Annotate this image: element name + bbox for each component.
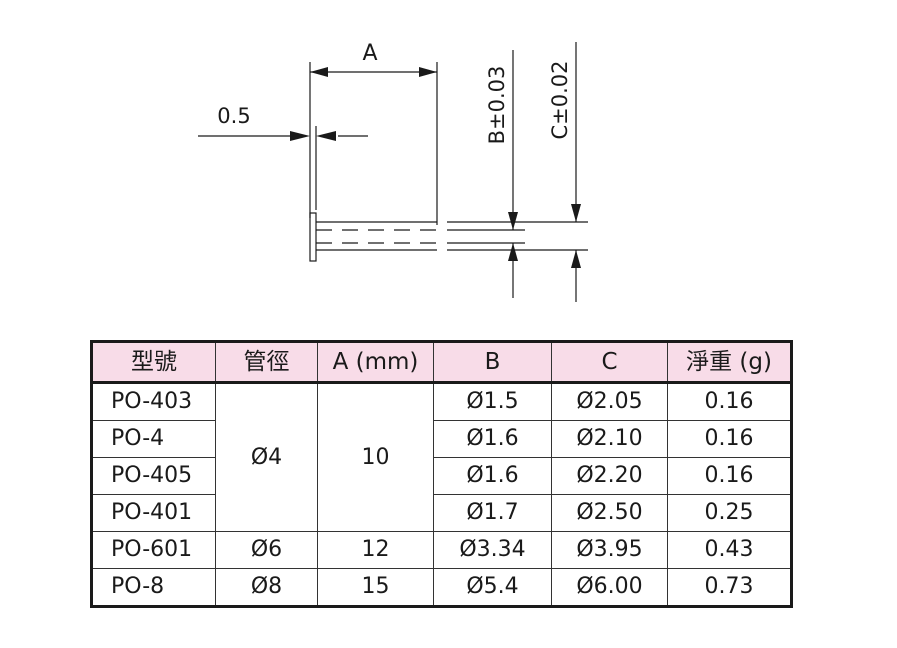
cell-c: Ø2.20 bbox=[551, 457, 668, 495]
cell-model: PO-4 bbox=[91, 420, 216, 458]
header-c: C bbox=[551, 341, 668, 384]
dim-b-label: B±0.03 bbox=[485, 66, 509, 145]
cell-weight: 0.25 bbox=[667, 494, 792, 532]
cell-weight: 0.43 bbox=[667, 531, 792, 569]
cell-c: Ø2.10 bbox=[551, 420, 668, 458]
cell-a: 10 bbox=[317, 382, 434, 532]
dim-flange-arrow-left bbox=[290, 131, 310, 141]
header-model: 型號 bbox=[91, 341, 216, 384]
header-weight: 淨重 (g) bbox=[667, 341, 792, 384]
part-flange bbox=[309, 212, 317, 262]
table-row: PO-403 Ø4 10 Ø1.5 Ø2.05 0.16 bbox=[91, 382, 792, 532]
cell-a: 15 bbox=[317, 568, 434, 607]
dim-a-arrow-left bbox=[310, 67, 328, 77]
dim-b-arrow-top bbox=[508, 212, 518, 230]
technical-drawing: A 0.5 B±0.03 C±0.02 bbox=[198, 41, 588, 302]
table-row: PO-601 Ø6 12 Ø3.34 Ø3.95 0.43 bbox=[91, 531, 792, 569]
cell-c: Ø2.05 bbox=[551, 382, 668, 421]
cell-model: PO-601 bbox=[91, 531, 216, 569]
cell-b: Ø1.5 bbox=[433, 382, 552, 421]
cell-tube: Ø4 bbox=[215, 382, 318, 532]
cell-weight: 0.16 bbox=[667, 382, 792, 421]
header-a: A (mm) bbox=[317, 341, 434, 384]
dim-c-arrow-bottom bbox=[571, 250, 581, 268]
cell-c: Ø6.00 bbox=[551, 568, 668, 607]
cell-b: Ø1.6 bbox=[433, 420, 552, 458]
header-b: B bbox=[433, 341, 552, 384]
cell-weight: 0.73 bbox=[667, 568, 792, 607]
dim-c-arrow-top bbox=[571, 204, 581, 222]
cell-b: Ø3.34 bbox=[433, 531, 552, 569]
cell-c: Ø2.50 bbox=[551, 494, 668, 532]
dim-a-label: A bbox=[362, 41, 377, 66]
cell-model: PO-403 bbox=[91, 382, 216, 421]
cell-tube: Ø8 bbox=[215, 568, 318, 607]
table-row: PO-401 Ø1.7 Ø2.50 0.25 bbox=[91, 494, 792, 532]
cell-b: Ø1.7 bbox=[433, 494, 552, 532]
cell-weight: 0.16 bbox=[667, 420, 792, 458]
header-tube: 管徑 bbox=[215, 341, 318, 384]
cell-model: PO-405 bbox=[91, 457, 216, 495]
cell-weight: 0.16 bbox=[667, 457, 792, 495]
dim-a-arrow-right bbox=[419, 67, 437, 77]
dim-flange-arrow-right bbox=[316, 131, 336, 141]
table-row: PO-8 Ø8 15 Ø5.4 Ø6.00 0.73 bbox=[91, 568, 792, 607]
cell-b: Ø5.4 bbox=[433, 568, 552, 607]
cell-c: Ø3.95 bbox=[551, 531, 668, 569]
cell-model: PO-401 bbox=[91, 494, 216, 532]
cell-a: 12 bbox=[317, 531, 434, 569]
table-header-row: 型號 管徑 A (mm) B C 淨重 (g) bbox=[91, 341, 792, 384]
dim-flange-label: 0.5 bbox=[217, 104, 250, 128]
dim-c-label: C±0.02 bbox=[548, 60, 572, 139]
cell-model: PO-8 bbox=[91, 568, 216, 607]
cell-b: Ø1.6 bbox=[433, 457, 552, 495]
table-row: PO-4 Ø1.6 Ø2.10 0.16 bbox=[91, 420, 792, 458]
cell-tube: Ø6 bbox=[215, 531, 318, 569]
table-row: PO-405 Ø1.6 Ø2.20 0.16 bbox=[91, 457, 792, 495]
spec-table: 型號 管徑 A (mm) B C 淨重 (g) PO-403 Ø4 10 Ø1.… bbox=[90, 340, 793, 608]
dim-b-arrow-bottom bbox=[508, 243, 518, 261]
